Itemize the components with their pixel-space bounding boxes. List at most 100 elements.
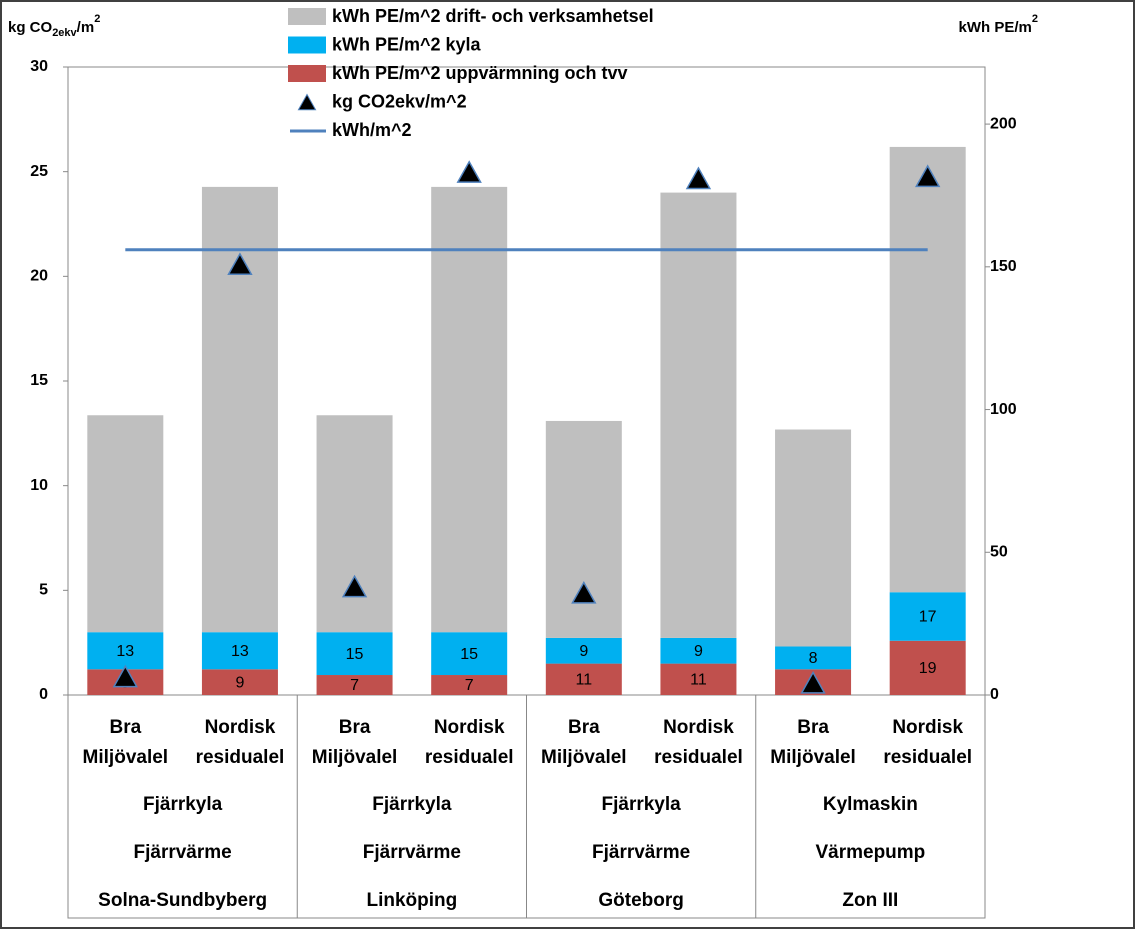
- bar-segment: [660, 663, 737, 695]
- x-tick-label: Nordisk: [434, 717, 505, 738]
- group-label: Zon III: [842, 890, 898, 911]
- bar-segment: [889, 640, 966, 695]
- y-tick-label: 10: [30, 477, 48, 494]
- legend-label: kg CO2ekv/m^2: [332, 91, 467, 111]
- group-label: Fjärrvärme: [363, 842, 461, 863]
- x-tick-label: Nordisk: [205, 717, 276, 738]
- x-tick-label: Bra: [797, 717, 829, 738]
- group-label: Linköping: [366, 890, 457, 911]
- axis-label: kg CO2ekv/m2: [8, 13, 100, 39]
- value-label: 15: [460, 646, 478, 663]
- bar-segment: [660, 192, 737, 638]
- x-tick-label: Miljövalel: [770, 747, 856, 768]
- value-label: 11: [576, 672, 593, 689]
- x-tick-label: Bra: [568, 717, 600, 738]
- bar-segment: [316, 415, 393, 633]
- bar-segment: [201, 632, 278, 670]
- axis-label-part: kWh PE/m: [959, 19, 1032, 36]
- legend-swatch: [288, 8, 326, 25]
- y-tick-label: 25: [30, 163, 48, 180]
- x-tick-label: Miljövalel: [541, 747, 627, 768]
- bar-segment: [775, 646, 852, 670]
- marker: [571, 580, 597, 604]
- group-label: Fjärrkyla: [143, 794, 223, 815]
- group-label: Solna-Sundbyberg: [98, 890, 267, 911]
- x-tick-label: Bra: [109, 717, 141, 738]
- value-label: 7: [350, 677, 359, 694]
- legend-label: kWh PE/m^2 uppvärmning och tvv: [332, 63, 628, 83]
- value-label: 9: [694, 643, 703, 660]
- marker: [227, 252, 253, 276]
- y2-tick-label: 150: [990, 258, 1017, 275]
- bar-segment: [316, 675, 393, 695]
- axis-label-part: /m: [77, 19, 95, 36]
- bar-segment: [545, 663, 622, 695]
- marker: [685, 166, 712, 190]
- value-label: 19: [919, 660, 937, 677]
- marker: [800, 670, 826, 694]
- x-tick-label: residualel: [425, 747, 514, 768]
- legend-label: kWh/m^2: [332, 120, 412, 140]
- x-tick-label: Miljövalel: [83, 747, 169, 768]
- value-label: 15: [346, 646, 364, 663]
- marker: [915, 164, 941, 188]
- legend-swatch: [288, 36, 326, 54]
- y2-tick-label: 0: [990, 686, 999, 703]
- legend-label: kWh PE/m^2 kyla: [332, 34, 482, 54]
- group-label: Fjärrkyla: [602, 794, 682, 815]
- value-label: 8: [809, 650, 818, 667]
- x-tick-label: Nordisk: [892, 717, 963, 738]
- value-label: 11: [690, 672, 707, 689]
- x-tick-label: residualel: [196, 747, 285, 768]
- value-label: 7: [465, 677, 474, 694]
- axis-label: kWh PE/m2: [959, 13, 1038, 36]
- group-label: Fjärrvärme: [592, 842, 690, 863]
- bar-segment: [889, 146, 966, 593]
- bar-segment: [431, 186, 508, 633]
- legend-label: kWh PE/m^2 drift- och verksamhetsel: [332, 6, 654, 26]
- marker: [456, 160, 482, 183]
- value-label: 17: [919, 609, 937, 626]
- axis-label-part: 2ekv: [52, 27, 77, 39]
- group-label: Fjärrkyla: [372, 794, 452, 815]
- bar-segment: [87, 632, 164, 670]
- bar-segment: [545, 420, 622, 638]
- value-label: 13: [116, 643, 134, 660]
- bar-segment: [545, 637, 622, 664]
- legend-swatch: [297, 93, 317, 111]
- legend-swatch: [288, 65, 326, 82]
- y-tick-label: 15: [30, 372, 48, 389]
- marker: [112, 664, 138, 688]
- bar-segment: [201, 669, 278, 695]
- marker: [341, 574, 368, 598]
- x-tick-label: residualel: [654, 747, 743, 768]
- bar-segment: [316, 632, 393, 676]
- axis-label-part: 2: [94, 13, 100, 25]
- group-label: Värmepump: [815, 842, 925, 863]
- y2-tick-label: 50: [990, 543, 1008, 560]
- x-tick-label: Nordisk: [663, 717, 734, 738]
- x-tick-label: Miljövalel: [312, 747, 398, 768]
- value-label: 9: [235, 674, 244, 691]
- x-tick-label: residualel: [883, 747, 972, 768]
- axis-label-part: kg CO: [8, 19, 53, 36]
- group-label: Kylmaskin: [823, 794, 918, 815]
- bar-segment: [431, 675, 508, 695]
- y-tick-label: 20: [30, 268, 48, 285]
- group-label: Fjärrvärme: [134, 842, 232, 863]
- bar-segment: [775, 429, 852, 647]
- value-label: 9: [579, 643, 588, 660]
- bar-segment: [431, 632, 508, 676]
- y-tick-label: 30: [30, 58, 48, 75]
- bar-segment: [87, 415, 164, 633]
- group-label: Göteborg: [598, 890, 684, 911]
- axis-label-part: 2: [1032, 13, 1038, 25]
- y2-tick-label: 200: [990, 115, 1017, 132]
- bar-segment: [660, 637, 737, 664]
- value-label: 13: [231, 643, 249, 660]
- bar-segment: [889, 592, 966, 641]
- y2-tick-label: 100: [990, 401, 1017, 418]
- y-tick-label: 5: [39, 582, 48, 599]
- y-tick-label: 0: [39, 686, 48, 703]
